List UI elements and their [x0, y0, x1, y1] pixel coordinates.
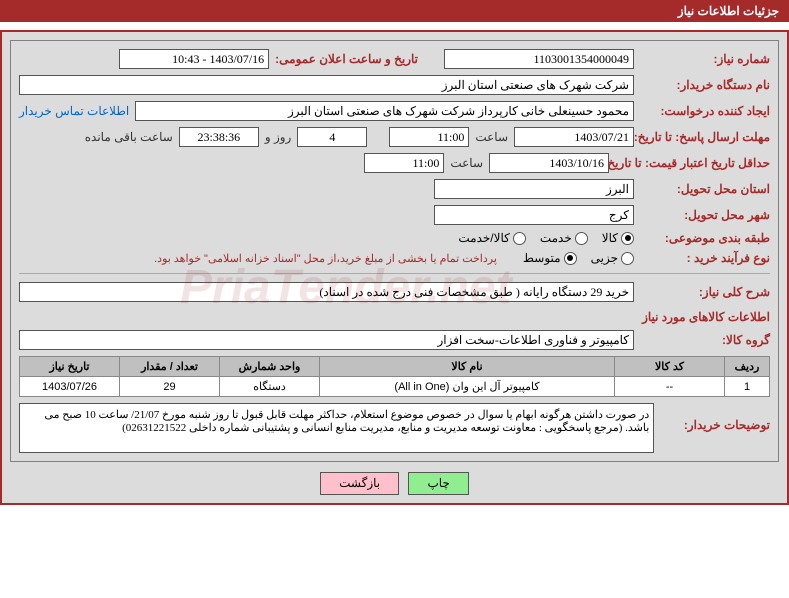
min-valid-date-input[interactable]	[489, 153, 609, 173]
row-requester: ایجاد کننده درخواست: اطلاعات تماس خریدار	[19, 101, 770, 121]
button-row: چاپ بازگشت	[10, 472, 779, 495]
row-province: استان محل تحویل:	[19, 179, 770, 199]
goods-group-input[interactable]	[19, 330, 634, 350]
deadline-date-input[interactable]	[514, 127, 634, 147]
th-name: نام کالا	[320, 357, 615, 377]
buyer-notes-label: توضیحات خریدار:	[660, 403, 770, 432]
need-desc-label: شرح کلی نیاز:	[640, 285, 770, 299]
td-unit: دستگاه	[220, 377, 320, 397]
radio-partial-label: جزیی	[591, 251, 618, 265]
radio-goods-label: کالا	[602, 231, 618, 245]
td-need-date: 1403/07/26	[20, 377, 120, 397]
need-number-input[interactable]	[444, 49, 634, 69]
row-buyer-org: نام دستگاه خریدار:	[19, 75, 770, 95]
buyer-org-input[interactable]	[19, 75, 634, 95]
row-category: طبقه بندی موضوعی: کالا خدمت کالا/خدمت	[19, 231, 770, 245]
row-need-number: شماره نیاز: تاریخ و ساعت اعلان عمومی:	[19, 49, 770, 69]
radio-medium[interactable]: متوسط	[523, 251, 577, 265]
row-goods-group: گروه کالا:	[19, 330, 770, 350]
process-note: پرداخت تمام یا بخشی از مبلغ خرید،از محل …	[154, 252, 497, 265]
delivery-province-input[interactable]	[434, 179, 634, 199]
goods-table: ردیف کد کالا نام کالا واحد شمارش تعداد /…	[19, 356, 770, 397]
row-buyer-notes: توضیحات خریدار:	[19, 403, 770, 453]
td-name: کامپیوتر آل این وان (All in One)	[320, 377, 615, 397]
need-number-label: شماره نیاز:	[640, 52, 770, 66]
th-row: ردیف	[725, 357, 770, 377]
th-need-date: تاریخ نیاز	[20, 357, 120, 377]
row-need-desc: شرح کلی نیاز:	[19, 282, 770, 302]
delivery-city-label: شهر محل تحویل:	[640, 208, 770, 222]
deadline-time-input[interactable]	[389, 127, 469, 147]
row-deadline: مهلت ارسال پاسخ: تا تاریخ: ساعت روز و سا…	[19, 127, 770, 147]
row-min-valid: حداقل تاریخ اعتبار قیمت: تا تاریخ: ساعت	[19, 153, 770, 173]
radio-service-label: خدمت	[540, 231, 572, 245]
goods-info-title: اطلاعات کالاهای مورد نیاز	[19, 310, 770, 324]
radio-medium-label: متوسط	[523, 251, 561, 265]
announce-datetime-label: تاریخ و ساعت اعلان عمومی:	[275, 52, 418, 66]
process-radio-group: جزیی متوسط	[523, 251, 634, 265]
delivery-city-input[interactable]	[434, 205, 634, 225]
buyer-org-label: نام دستگاه خریدار:	[640, 78, 770, 92]
td-qty: 29	[120, 377, 220, 397]
td-row: 1	[725, 377, 770, 397]
row-city: شهر محل تحویل:	[19, 205, 770, 225]
page-title: جزئیات اطلاعات نیاز	[678, 4, 779, 18]
th-code: کد کالا	[615, 357, 725, 377]
buyer-notes-textarea[interactable]	[19, 403, 654, 453]
time-label-1: ساعت	[475, 130, 508, 144]
remaining-label: ساعت باقی مانده	[85, 130, 173, 144]
td-code: --	[615, 377, 725, 397]
th-qty: تعداد / مقدار	[120, 357, 220, 377]
countdown-input	[179, 127, 259, 147]
inner-frame: PriaTender.net شماره نیاز: تاریخ و ساعت …	[10, 40, 779, 462]
back-button[interactable]: بازگشت	[320, 472, 399, 495]
min-valid-label: حداقل تاریخ اعتبار قیمت: تا تاریخ:	[615, 156, 770, 170]
radio-service[interactable]: خدمت	[540, 231, 588, 245]
table-header-row: ردیف کد کالا نام کالا واحد شمارش تعداد /…	[20, 357, 770, 377]
radio-goods-service[interactable]: کالا/خدمت	[458, 231, 525, 245]
days-remaining-input	[297, 127, 367, 147]
requester-label: ایجاد کننده درخواست:	[640, 104, 770, 118]
announce-datetime-input[interactable]	[119, 49, 269, 69]
table-row: 1 -- کامپیوتر آل این وان (All in One) دس…	[20, 377, 770, 397]
days-and-label: روز و	[265, 130, 292, 144]
page-header: جزئیات اطلاعات نیاز	[0, 0, 789, 22]
goods-group-label: گروه کالا:	[640, 333, 770, 347]
min-valid-time-input[interactable]	[364, 153, 444, 173]
radio-goods[interactable]: کالا	[602, 231, 634, 245]
category-radio-group: کالا خدمت کالا/خدمت	[458, 231, 634, 245]
deadline-send-label: مهلت ارسال پاسخ: تا تاریخ:	[640, 130, 770, 144]
radio-partial[interactable]: جزیی	[591, 251, 634, 265]
th-unit: واحد شمارش	[220, 357, 320, 377]
main-frame: PriaTender.net شماره نیاز: تاریخ و ساعت …	[0, 30, 789, 505]
buyer-contact-link[interactable]: اطلاعات تماس خریدار	[19, 104, 129, 118]
requester-input[interactable]	[135, 101, 634, 121]
category-label: طبقه بندی موضوعی:	[640, 231, 770, 245]
need-desc-input[interactable]	[19, 282, 634, 302]
delivery-province-label: استان محل تحویل:	[640, 182, 770, 196]
process-type-label: نوع فرآیند خرید :	[640, 251, 770, 265]
time-label-2: ساعت	[450, 156, 483, 170]
row-process-type: نوع فرآیند خرید : جزیی متوسط پرداخت تمام…	[19, 251, 770, 265]
print-button[interactable]: چاپ	[408, 472, 468, 495]
radio-goods-service-label: کالا/خدمت	[458, 231, 509, 245]
